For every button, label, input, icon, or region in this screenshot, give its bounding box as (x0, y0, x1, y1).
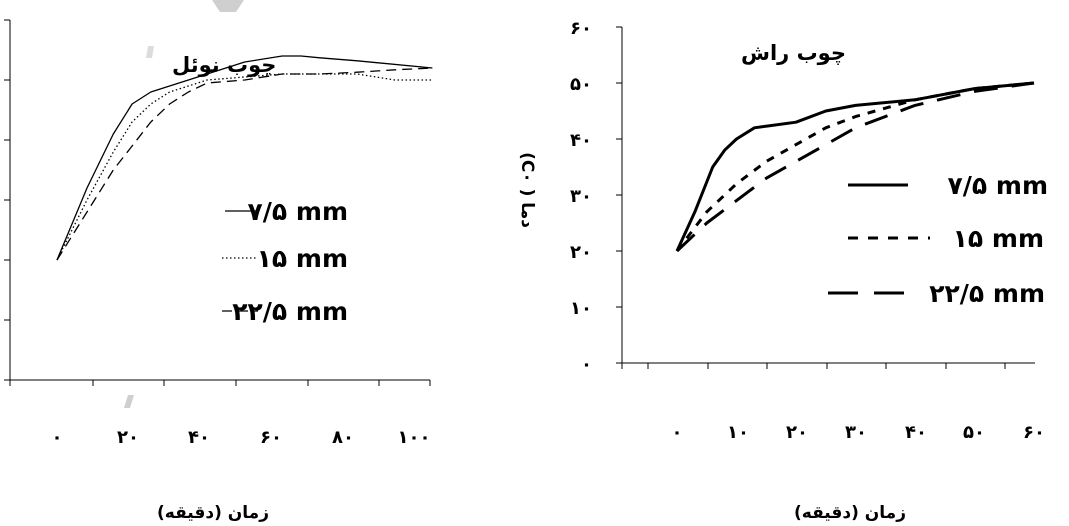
chart-title: چوب راش (741, 41, 846, 65)
x-axis-label: زمان (دقیقه) (794, 503, 906, 523)
series-line-dotted (675, 81, 1035, 252)
y-tick-marks (4, 19, 10, 381)
y-tick-marks (616, 26, 622, 364)
legend: ۷/۵ mm ۱۵ mm ۲۲/۵ mm (222, 197, 348, 326)
y-tick-label: ۱۰ (570, 298, 592, 319)
watermark-mark (212, 0, 244, 12)
series-line-dotted (56, 73, 433, 261)
x-tick-label: ۰ (52, 427, 63, 448)
x-tick-label: ۴۰ (905, 422, 927, 443)
y-tick-label: ۵۰ (570, 74, 592, 95)
x-tick-label: ۶۰ (260, 427, 282, 448)
watermark-mark (146, 46, 154, 58)
legend-label: ۷/۵ mm (248, 197, 348, 226)
x-tick-labels: ۰ ۲۰ ۴۰ ۶۰ ۸۰ ۱۰۰ (52, 427, 431, 448)
chart-right: چوب راش ۰ ۱۰ ۲۰ ۳۰ ۴۰ ۵۰ ۶۰ دما ( C۰) ۷/… (517, 18, 1048, 523)
x-tick-marks (621, 363, 1006, 369)
x-tick-marks (9, 380, 431, 386)
chart-title: چوب نوئل (172, 53, 276, 77)
plot-lines (56, 55, 433, 261)
y-tick-label: ۶۰ (570, 18, 592, 39)
series-line-dashed (675, 81, 1035, 253)
legend-label: ۲۲/۵ mm (232, 297, 348, 326)
x-tick-label: ۴۰ (188, 427, 210, 448)
x-tick-label: ۱۰ (727, 422, 749, 443)
legend-label: ۱۵ mm (257, 244, 348, 273)
plot-lines (675, 81, 1035, 253)
x-tick-label: ۶۰ (1023, 422, 1045, 443)
series-line-solid (56, 55, 433, 261)
y-axis-label: دما ( C۰) (517, 152, 537, 228)
legend-label: ۷/۵ mm (948, 171, 1048, 200)
y-tick-label: ۰ (581, 354, 592, 375)
series-line-solid (675, 81, 1035, 252)
x-tick-label: ۱۰۰ (398, 427, 431, 448)
legend-label: ۱۵ mm (953, 224, 1044, 253)
x-axis-label: زمان (دقیقه) (157, 503, 269, 523)
y-tick-label: ۲۰ (570, 242, 592, 263)
chart-left: چوب نوئل ۷/۵ mm ۱۵ mm ۲۲/۵ mm ۰ ۲۰ ۴۰ ۶۰… (4, 19, 433, 523)
series-line-dashed (56, 67, 433, 261)
y-tick-label: ۴۰ (570, 130, 592, 151)
legend-label: ۲۲/۵ mm (929, 279, 1045, 308)
x-tick-label: ۲۰ (786, 422, 808, 443)
y-tick-labels: ۰ ۱۰ ۲۰ ۳۰ ۴۰ ۵۰ ۶۰ (570, 18, 592, 375)
legend: ۷/۵ mm ۱۵ mm ۲۲/۵ mm (828, 171, 1048, 308)
y-tick-label: ۳۰ (570, 186, 592, 207)
x-tick-label: ۳۰ (845, 422, 867, 443)
watermark-mark (124, 395, 134, 408)
x-tick-label: ۵۰ (963, 422, 985, 443)
x-tick-label: ۲۰ (117, 427, 139, 448)
x-tick-labels: ۰ ۱۰ ۲۰ ۳۰ ۴۰ ۵۰ ۶۰ (672, 422, 1045, 443)
x-tick-label: ۸۰ (332, 427, 354, 448)
x-tick-label: ۰ (672, 422, 683, 443)
